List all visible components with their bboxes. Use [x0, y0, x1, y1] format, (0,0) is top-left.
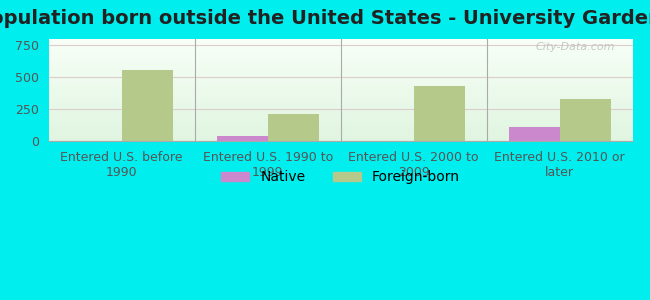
Legend: Native, Foreign-born: Native, Foreign-born — [216, 165, 465, 190]
Bar — [560, 99, 611, 141]
Bar — [508, 127, 560, 141]
Text: Population born outside the United States - University Gardens: Population born outside the United State… — [0, 9, 650, 28]
Bar — [122, 70, 173, 141]
Text: City-Data.com: City-Data.com — [536, 42, 615, 52]
Bar — [413, 86, 465, 141]
Bar — [216, 136, 268, 141]
Bar — [268, 114, 318, 141]
